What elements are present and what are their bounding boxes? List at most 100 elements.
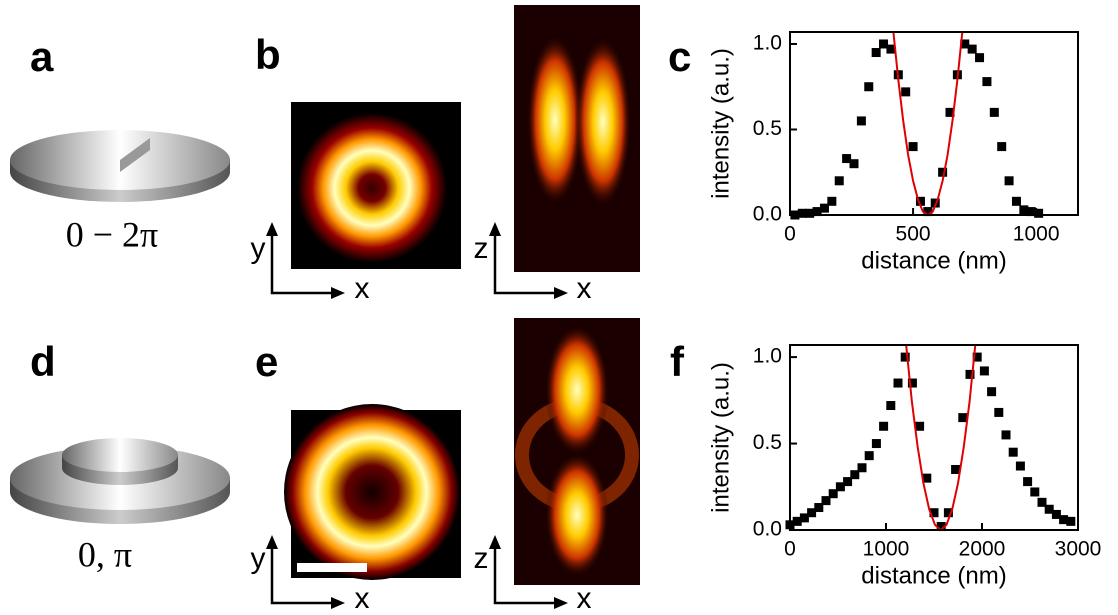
data-point bbox=[814, 503, 824, 513]
data-point bbox=[994, 407, 1004, 417]
axis-letter: y bbox=[251, 542, 266, 575]
data-point bbox=[1037, 497, 1047, 507]
y-tick-label: 0.5 bbox=[753, 117, 782, 140]
data-point bbox=[1034, 208, 1044, 218]
data-point bbox=[1008, 447, 1018, 457]
data-point bbox=[797, 208, 807, 218]
data-point bbox=[835, 482, 845, 492]
data-point bbox=[850, 470, 860, 480]
axis-letter: x bbox=[577, 272, 592, 305]
data-point bbox=[828, 489, 838, 499]
panel-label: d bbox=[30, 338, 56, 385]
x-tick-label: 3000 bbox=[1055, 538, 1102, 561]
panel-label: b bbox=[255, 31, 281, 78]
x-tick-label: 500 bbox=[896, 223, 931, 246]
data-point bbox=[915, 196, 925, 206]
data-point bbox=[965, 369, 975, 379]
data-point bbox=[842, 154, 852, 164]
data-point bbox=[886, 44, 896, 54]
data-point bbox=[871, 439, 881, 449]
data-point bbox=[1001, 430, 1011, 440]
data-point bbox=[945, 107, 955, 117]
fit-curve bbox=[892, 31, 964, 217]
data-point bbox=[929, 508, 939, 518]
y-axis-title: intensity (a.u.) bbox=[707, 362, 734, 513]
axis-letter: x bbox=[355, 582, 370, 615]
axis-letter: y bbox=[251, 232, 266, 265]
data-point bbox=[923, 207, 933, 217]
x-tick-label: 0 bbox=[784, 223, 796, 246]
data-point bbox=[843, 477, 853, 487]
data-point bbox=[987, 387, 997, 397]
axis-letter: z bbox=[474, 232, 489, 265]
data-point bbox=[792, 516, 802, 526]
data-point bbox=[1019, 205, 1029, 215]
data-point bbox=[1044, 504, 1054, 514]
phase-label: 0 − 2π bbox=[66, 214, 158, 254]
data-point bbox=[997, 142, 1007, 152]
data-point bbox=[938, 167, 948, 177]
data-point bbox=[886, 401, 896, 411]
data-point bbox=[1059, 515, 1069, 525]
data-point bbox=[807, 508, 817, 518]
labels: a b c d e f bbox=[30, 31, 691, 385]
y-tick-label: 1.0 bbox=[753, 345, 782, 368]
data-point bbox=[951, 464, 961, 474]
x-tick-label: 0 bbox=[784, 538, 796, 561]
data-point bbox=[915, 421, 925, 431]
data-point bbox=[960, 39, 970, 49]
data-point bbox=[943, 508, 953, 518]
axis-letter: x bbox=[577, 582, 592, 615]
data-point bbox=[812, 207, 822, 217]
data-point bbox=[936, 522, 946, 532]
data-point bbox=[893, 378, 903, 388]
data-point bbox=[958, 413, 968, 423]
data-point bbox=[972, 352, 982, 362]
data-point bbox=[879, 421, 889, 431]
data-point bbox=[922, 473, 932, 483]
data-point bbox=[975, 53, 985, 63]
phase-plate: 0 − 2π bbox=[10, 130, 230, 254]
x-tick-label: 1000 bbox=[1013, 223, 1060, 246]
y-tick-label: 0.0 bbox=[753, 518, 782, 541]
data-point bbox=[857, 463, 867, 473]
data-point bbox=[799, 513, 809, 523]
data-point bbox=[1026, 207, 1036, 217]
phase-plate: 0, π bbox=[10, 438, 230, 574]
data-point bbox=[864, 451, 874, 461]
panel-label: c bbox=[668, 33, 691, 80]
data-point bbox=[864, 82, 874, 92]
y-tick-label: 0.5 bbox=[753, 431, 782, 454]
data-point bbox=[908, 142, 918, 152]
image bbox=[291, 5, 640, 272]
plot-frame bbox=[789, 31, 1079, 216]
x-tick-label: 2000 bbox=[959, 538, 1006, 561]
panel-label: e bbox=[255, 338, 278, 385]
data-point bbox=[805, 208, 815, 218]
plot-frame bbox=[789, 344, 1079, 531]
data-point bbox=[821, 496, 831, 506]
data-point bbox=[979, 366, 989, 376]
x-tick-label: 1000 bbox=[863, 538, 910, 561]
phase-label: 0, π bbox=[78, 534, 132, 574]
axis-letter: z bbox=[474, 542, 489, 575]
axis-arrows: y x z x y x z x bbox=[251, 222, 592, 615]
x-axis-title: distance (nm) bbox=[861, 562, 1006, 589]
y-tick-label: 1.0 bbox=[753, 32, 782, 55]
y-axis-title: intensity (a.u.) bbox=[707, 48, 734, 199]
y-tick-label: 0.0 bbox=[753, 203, 782, 226]
data-point bbox=[907, 378, 917, 388]
data-point bbox=[901, 87, 911, 97]
data-point bbox=[827, 196, 837, 206]
data-point bbox=[871, 48, 881, 58]
x-axis-title: distance (nm) bbox=[861, 247, 1006, 274]
data-point bbox=[1030, 487, 1040, 497]
panel-label: f bbox=[670, 338, 685, 385]
data-point bbox=[989, 107, 999, 117]
data-point bbox=[1066, 516, 1076, 526]
data-point bbox=[856, 116, 866, 126]
data-point bbox=[1051, 509, 1061, 519]
data-point bbox=[1015, 461, 1025, 471]
data-point bbox=[1023, 477, 1033, 487]
